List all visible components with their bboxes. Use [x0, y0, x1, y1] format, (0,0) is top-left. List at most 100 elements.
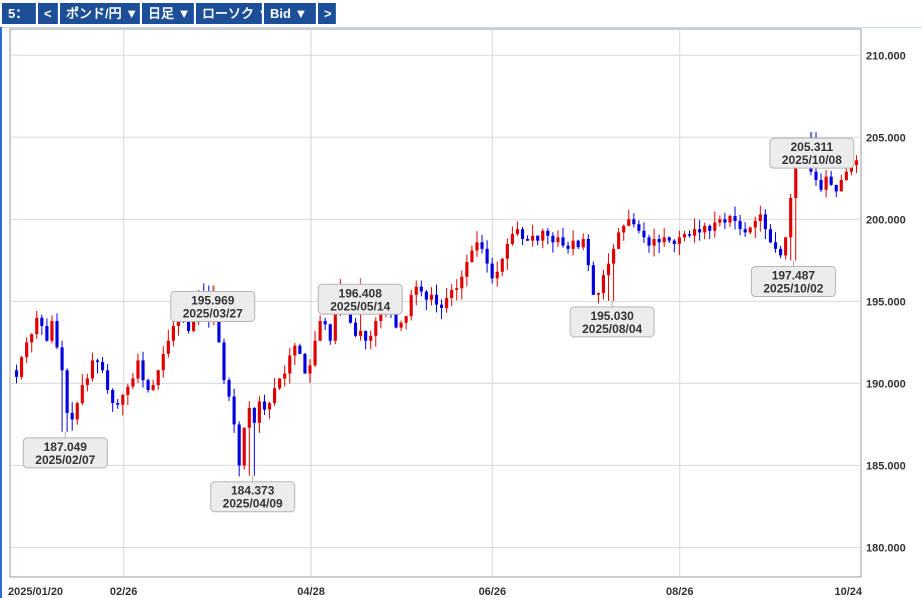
candle-body [434, 294, 439, 305]
candle-body [748, 227, 752, 233]
candle-body [768, 229, 773, 243]
candle-body [161, 353, 165, 371]
candle-body [222, 342, 226, 381]
candle-body [252, 408, 256, 423]
candle-body [374, 321, 378, 336]
candle-body [728, 216, 732, 223]
candle-body [85, 378, 89, 386]
x-tick-label: 2025/01/20 [8, 586, 63, 598]
candle-body [617, 232, 621, 249]
candle-body [763, 214, 767, 230]
annotation-date: 2025/08/04 [582, 322, 642, 336]
candle-body [116, 403, 120, 405]
candle-body [293, 345, 297, 356]
candle-body [460, 276, 464, 289]
candle-body [455, 288, 459, 290]
candle-body [713, 222, 717, 231]
y-tick-label: 180.000 [866, 542, 906, 554]
annotation-value: 196.408 [339, 286, 383, 300]
x-tick-label: 04/28 [297, 586, 325, 598]
candle-body [90, 360, 94, 379]
candle-body [146, 380, 150, 390]
candle-body [126, 386, 130, 395]
candle-body [20, 357, 24, 377]
annotation-date: 2025/10/08 [782, 153, 842, 167]
candle-body [505, 243, 509, 259]
chart-type-dropdown[interactable]: ローソク ▼ [196, 3, 270, 24]
x-tick-label: 10/24 [834, 586, 862, 598]
candle-body [298, 345, 302, 354]
candle-body [419, 286, 423, 292]
timeframe-dropdown[interactable]: 日足 ▼ [142, 3, 194, 24]
candle-body [131, 378, 135, 387]
candle-body [414, 286, 418, 295]
candle-body [794, 163, 798, 198]
next-button[interactable]: > [318, 3, 336, 24]
candle-body [45, 325, 49, 341]
annotation-date: 2025/02/07 [35, 453, 95, 467]
candle-body [546, 230, 550, 236]
candle-body [353, 322, 358, 336]
candle-body [819, 179, 823, 190]
candle-body [576, 240, 580, 248]
candle-body [581, 239, 585, 248]
currency-pair-dropdown[interactable]: ポンド/円 ▼ [60, 3, 140, 24]
annotation-value: 205.311 [790, 140, 833, 154]
chart-number-label[interactable]: 5： [2, 3, 36, 24]
price-type-dropdown[interactable]: Bid ▼ [264, 3, 316, 24]
candle-body [333, 314, 337, 341]
candle-body [95, 360, 100, 363]
annotation-date: 2025/03/27 [183, 306, 243, 320]
candle-body [171, 325, 175, 341]
annotation-box [22, 437, 108, 469]
annotation-date: 2025/04/09 [223, 497, 283, 511]
candle-body [708, 225, 712, 231]
candle-body [596, 293, 600, 295]
candle-body [834, 184, 838, 192]
candle-body [288, 355, 292, 374]
candle-body [495, 271, 499, 279]
candle-body [55, 321, 59, 348]
candle-body [283, 373, 287, 379]
candle-body [70, 412, 74, 420]
candle-body [515, 229, 520, 235]
candle-body [490, 263, 494, 279]
annotation-value: 197.487 [772, 269, 816, 283]
candle-body [136, 360, 140, 379]
candle-body [753, 220, 757, 228]
candles [14, 132, 859, 477]
candle-body [394, 307, 398, 328]
candle-body [789, 197, 793, 238]
candle-body [439, 304, 444, 308]
candle-body [65, 370, 69, 413]
prev-button[interactable]: < [38, 3, 58, 24]
candle-body [480, 242, 484, 249]
candle-body [672, 240, 676, 244]
candle-body [682, 234, 687, 238]
candle-body [267, 403, 272, 410]
candle-body [723, 219, 727, 223]
candle-body [637, 224, 641, 231]
candle-body [652, 239, 656, 246]
y-tick-label: 210.000 [866, 50, 906, 62]
candle-body [60, 347, 64, 371]
candle-body [50, 321, 54, 341]
annotation-date: 2025/10/02 [763, 282, 823, 296]
candle-body [75, 403, 79, 420]
candle-body [687, 234, 692, 236]
y-tick-label: 185.000 [866, 460, 906, 472]
candle-body [698, 229, 702, 233]
candle-body [541, 230, 545, 241]
candle-body [80, 385, 84, 404]
candle-body [632, 219, 636, 225]
annotation-box [317, 283, 403, 315]
chart-toolbar: 5： < ポンド/円 ▼ 日足 ▼ ローソク ▼ Bid ▼ > [0, 0, 922, 28]
candle-body [409, 294, 413, 317]
